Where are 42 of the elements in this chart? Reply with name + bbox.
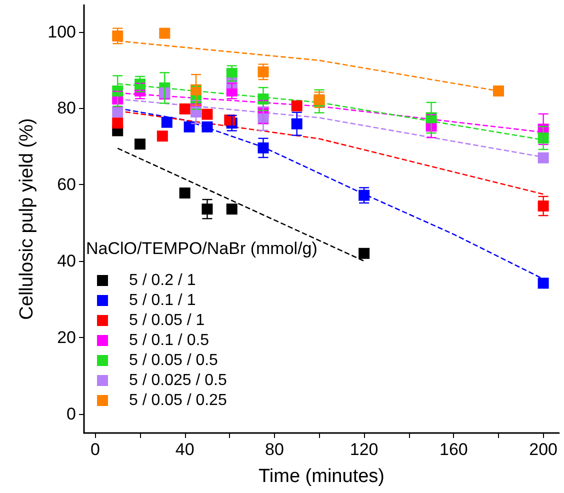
point bbox=[134, 138, 146, 150]
x-tick-label: 120 bbox=[350, 440, 378, 459]
x-axis-title: Time (minutes) bbox=[258, 466, 384, 487]
legend-title: NaClO/TEMPO/NaBr (mmol/g) bbox=[86, 239, 318, 258]
legend-label: 5 / 0.2 / 1 bbox=[129, 272, 196, 289]
y-tick-label: 100 bbox=[48, 22, 76, 42]
point bbox=[112, 30, 124, 42]
point bbox=[184, 121, 195, 132]
point bbox=[358, 248, 370, 259]
point bbox=[161, 116, 172, 128]
point bbox=[112, 118, 124, 129]
point bbox=[179, 103, 190, 114]
point bbox=[538, 152, 549, 164]
point bbox=[291, 118, 302, 130]
y-tick-label: 40 bbox=[57, 252, 76, 271]
legend-label: 5 / 0.1 / 1 bbox=[129, 292, 196, 309]
point bbox=[291, 100, 302, 112]
y-tick-label: 20 bbox=[57, 328, 76, 347]
point bbox=[202, 108, 213, 120]
x-tick-label: 200 bbox=[529, 440, 558, 459]
point bbox=[159, 28, 170, 39]
point bbox=[358, 190, 370, 201]
legend-label: 5 / 0.025 / 0.5 bbox=[129, 372, 227, 389]
x-tick-label: 0 bbox=[90, 440, 100, 459]
x-tick-label: 40 bbox=[175, 440, 194, 459]
point bbox=[202, 121, 213, 132]
y-tick-label: 60 bbox=[57, 175, 76, 194]
legend-label: 5 / 0.05 / 1 bbox=[129, 312, 205, 329]
y-tick-label: 0 bbox=[66, 404, 76, 424]
legend-label: 5 / 0.05 / 0.5 bbox=[129, 352, 218, 369]
point bbox=[493, 85, 504, 96]
x-tick-label: 80 bbox=[264, 440, 284, 459]
legend-label: 5 / 0.1 / 0.5 bbox=[129, 332, 210, 349]
point bbox=[156, 130, 168, 142]
point bbox=[538, 278, 549, 289]
y-tick-label: 80 bbox=[57, 98, 76, 118]
y-axis-title: Cellulosic pulp yield (%) bbox=[16, 118, 38, 320]
point bbox=[112, 106, 124, 118]
point bbox=[179, 188, 190, 199]
x-tick-label: 160 bbox=[440, 440, 468, 459]
point bbox=[226, 204, 238, 215]
legend-label: 5 / 0.05 / 0.25 bbox=[129, 392, 227, 409]
